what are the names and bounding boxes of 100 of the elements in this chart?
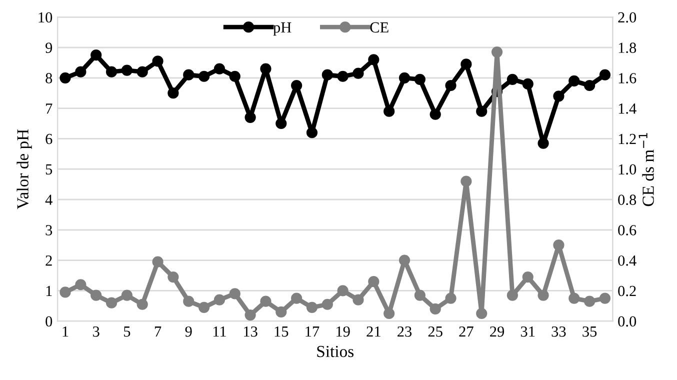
y2-tick-label: 1.2 [618,134,636,144]
point [584,296,596,307]
point [538,138,549,149]
y-tick-label: 0 [46,316,52,327]
point [414,74,426,85]
point [276,118,287,130]
point [214,63,226,74]
point [90,290,102,301]
point [198,302,210,313]
point [60,286,71,298]
x-tick-label: 19 [336,326,350,337]
point [168,88,179,99]
point [568,75,580,86]
point [106,66,118,78]
x-tick-label: 17 [306,326,320,337]
y2-tick-label: 0.6 [618,225,636,236]
y-tick-label: 9 [46,42,52,53]
x-tick-label: 33 [552,326,566,337]
y-tick-label: 6 [46,134,52,144]
point [214,294,226,306]
point [445,80,456,92]
y2-tick-label: 0.4 [618,255,636,266]
point [229,288,240,300]
y-tick-label: 4 [45,194,52,205]
legend-label: CE [370,22,388,33]
x-tick-label: 15 [274,326,288,337]
point [244,309,256,321]
point [121,64,132,76]
x-tick-label: 5 [124,326,130,337]
point [244,112,256,123]
x-tick-label: 23 [398,326,412,337]
point [398,254,410,266]
point [337,70,348,82]
y2-tick-label: 1.0 [618,164,636,175]
point [121,290,132,301]
y2-tick-label: 0.0 [618,316,636,327]
point [506,290,518,301]
x-tick-label: 3 [93,326,100,337]
y2-tick-label: 1.4 [618,104,636,114]
x-tick-label: 25 [428,326,442,337]
x-axis-title: Sitios [317,346,354,358]
point [506,74,518,85]
point [553,90,564,102]
y2-tick-label: 1.6 [618,73,636,84]
point [260,63,272,74]
point [538,290,549,301]
point [352,294,364,306]
y-tick-label: 2 [46,255,52,266]
x-tick-label: 11 [213,326,226,337]
point [260,296,272,307]
point [476,308,488,320]
point [599,292,611,304]
point [398,72,410,84]
y2-tick-label: 0.2 [618,286,636,296]
point [90,50,102,61]
point [198,70,210,82]
point [276,306,287,318]
y2-tick-label: 1.8 [618,42,636,54]
point [430,303,441,314]
x-tick-label: 13 [244,326,258,337]
x-tick-label: 7 [154,326,162,337]
point [136,298,148,310]
point [460,58,472,70]
y-tick-label: 1 [46,286,52,296]
point [136,66,148,78]
point [599,69,611,80]
point [60,72,71,84]
point [229,70,240,82]
point [522,78,534,90]
point [522,271,534,283]
point [384,308,395,320]
point [322,69,333,80]
point [584,80,596,92]
y2-axis-title: CE ds m$^{−1}$ [638,133,654,206]
y2-tick-label: 0.8 [618,194,636,206]
y2-tick-label: 2.0 [618,12,636,23]
point [106,297,118,308]
point [368,276,380,288]
point [430,108,441,120]
x-tick-label: 9 [185,326,192,337]
point [183,69,194,80]
point [291,80,302,92]
x-tick-label: 29 [490,326,504,337]
legend-label: pH [273,22,292,36]
point [322,298,333,310]
point [368,54,380,66]
point [168,271,179,283]
x-tick-label: 21 [366,326,380,337]
y-tick-label: 7 [46,104,52,114]
point [491,46,503,58]
point [460,176,472,187]
point [152,56,164,67]
point [414,290,426,301]
point [568,292,580,304]
point [291,292,302,304]
point [553,240,564,251]
point [445,292,456,304]
point [152,256,164,268]
point [306,302,318,313]
point [183,296,194,307]
